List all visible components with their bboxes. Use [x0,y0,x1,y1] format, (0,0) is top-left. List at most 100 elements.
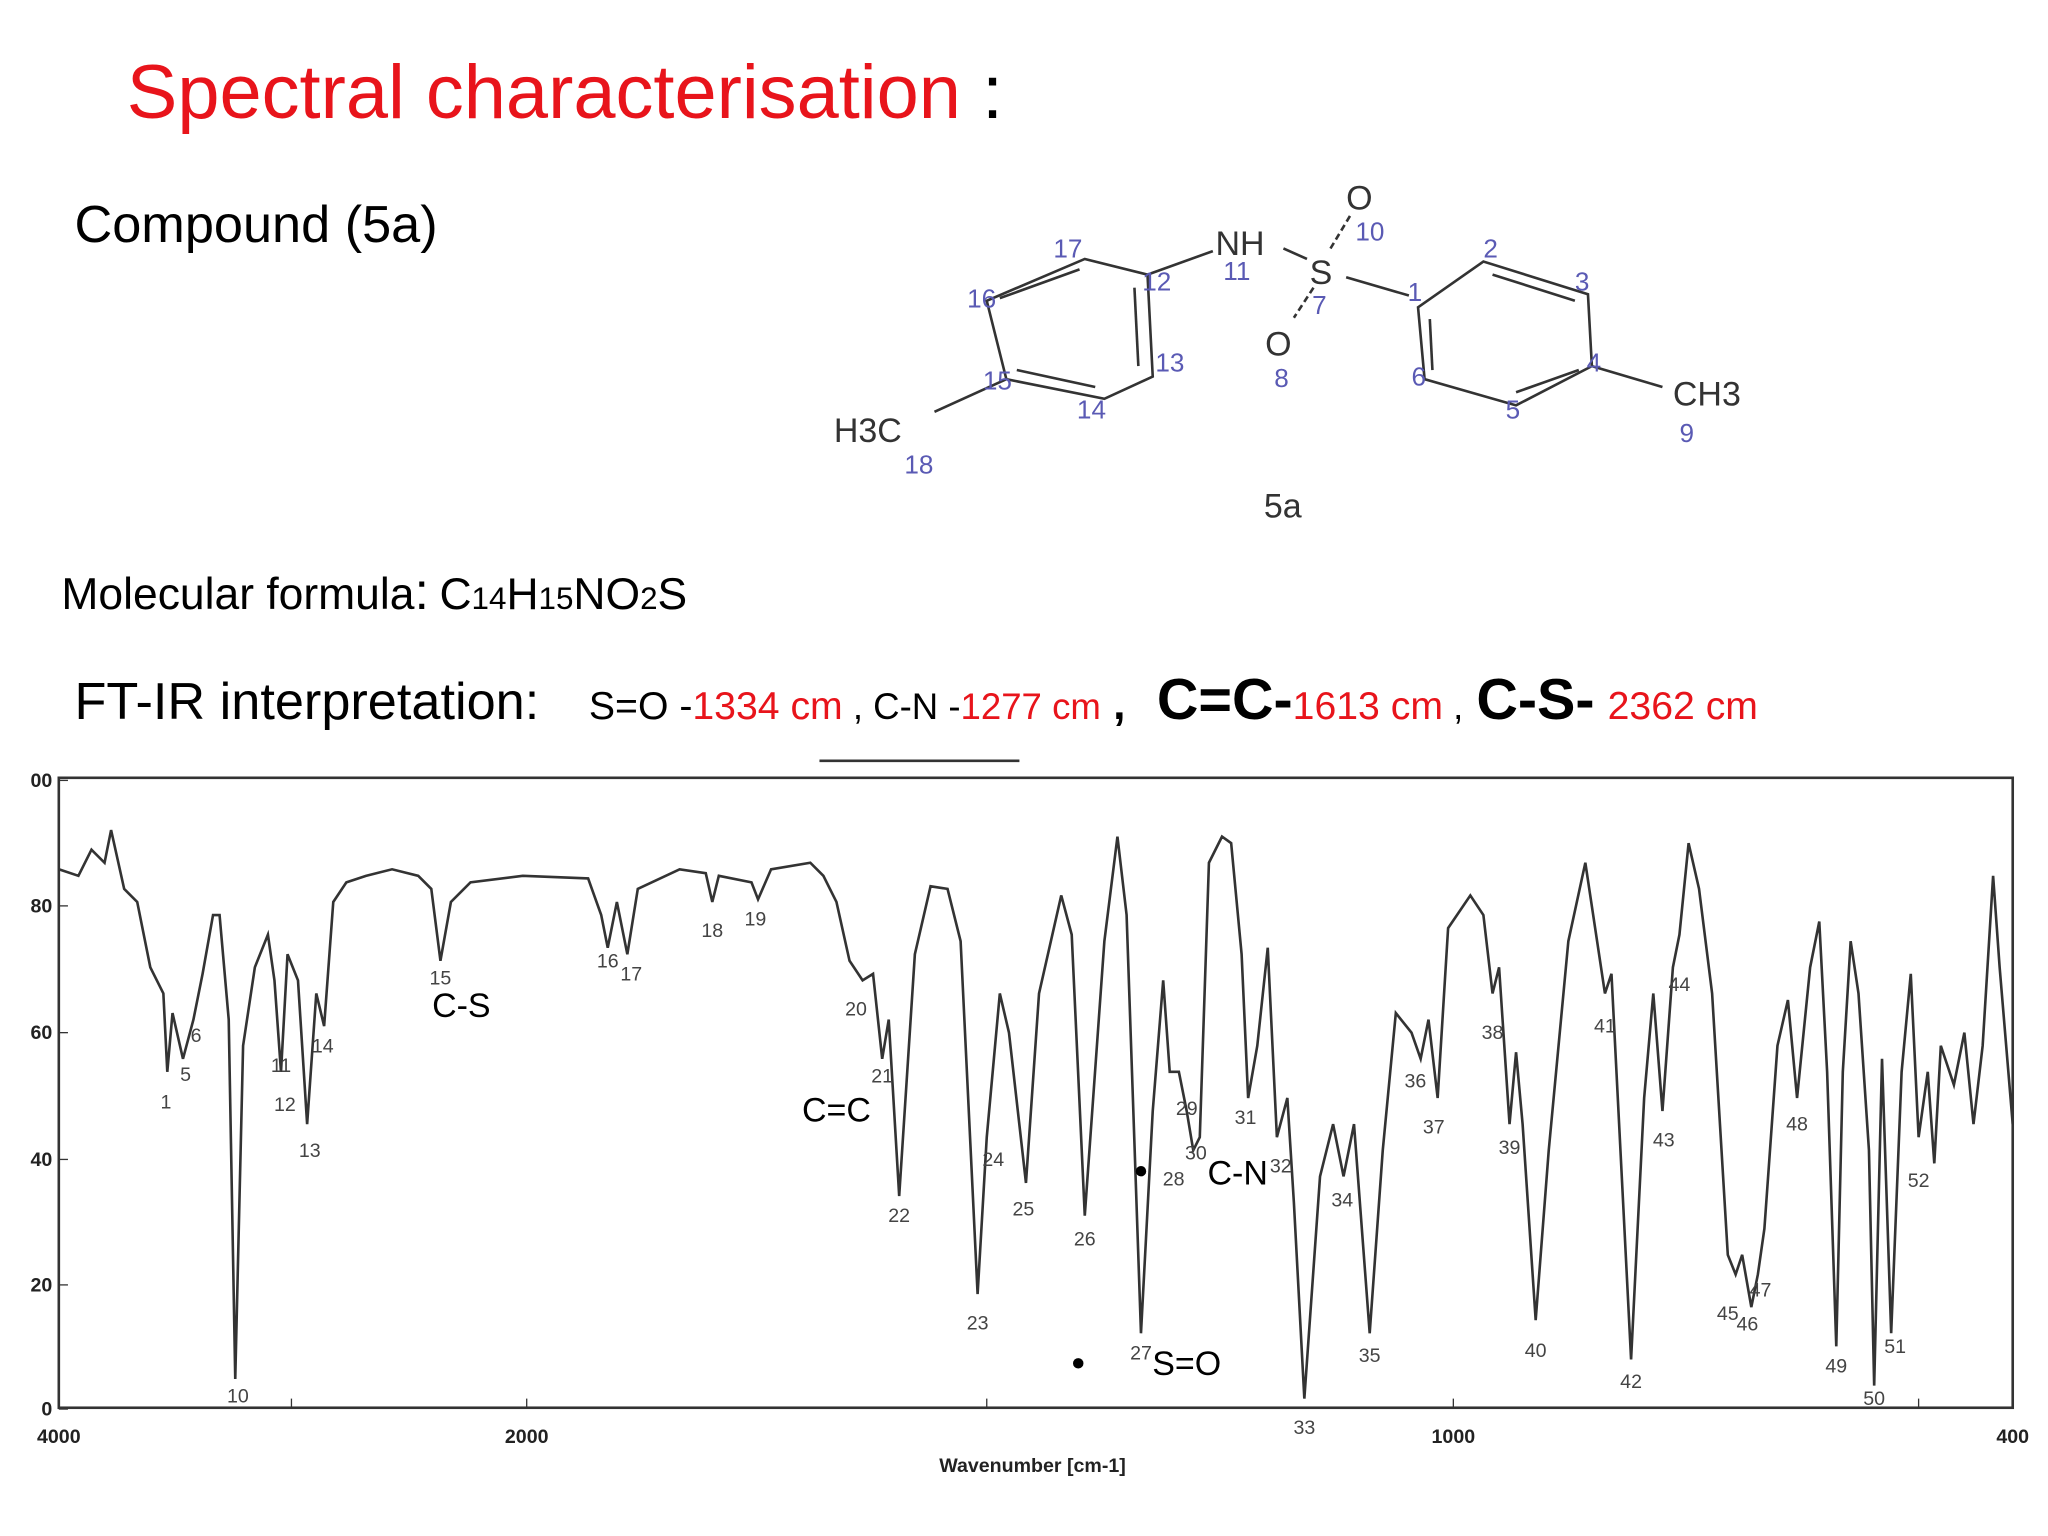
x-tick-label: 400 [1996,1426,2029,1448]
peak-label: 15 [430,967,452,989]
y-tick-label: 80 [30,895,52,917]
atom-number: 15 [983,366,1012,396]
bond [1282,247,1308,261]
atom-label: H3C [834,412,902,450]
atom-number: 9 [1679,418,1694,448]
atom-label: O [1346,179,1372,217]
x-tick-label: 2000 [505,1426,549,1448]
plot-frame [57,776,2015,1410]
formula-part: S [658,570,688,619]
atom-number: 13 [1155,347,1184,377]
atom-number: 4 [1587,347,1602,377]
formula-colon: : [414,563,429,621]
atom-label: CH3 [1673,375,1741,413]
peak-label: 24 [982,1149,1004,1171]
peak-label: 40 [1525,1340,1547,1362]
atom-number: 5 [1506,394,1521,424]
atom-number: 18 [904,449,933,479]
atom-number: 6 [1412,362,1427,392]
spectrum: 00 80 60 40 20 0 4000 2000 1000 400 Wavenumber [cm… [30,770,2029,1477]
y-tick-label: 00 [30,770,52,792]
peak-label: 31 [1235,1107,1257,1129]
ftir-item: C=C- [1157,668,1293,732]
peak-label: 49 [1825,1355,1847,1377]
peak-label: 21 [871,1065,893,1087]
band-annotation: C-S [432,987,491,1025]
x-tick-label: 4000 [37,1426,81,1448]
bond [1016,368,1096,389]
peak-label: 1 [161,1091,172,1113]
atom-number: 1 [1408,277,1423,307]
peak-label: 46 [1737,1314,1759,1336]
peak-label: 20 [845,999,867,1021]
compound-label: Compound (5a) [74,196,437,254]
formula-part: C [439,570,471,619]
peak-label: 12 [274,1094,296,1116]
bond [1147,249,1214,276]
x-axis-title: Wavenumber [cm-1] [939,1455,1126,1477]
peak-label: 33 [1293,1417,1315,1439]
bond [999,268,1080,300]
formula: Molecular formula: C14H15NO2S [61,563,687,621]
peak-label: 29 [1176,1098,1198,1120]
formula-part: NO [573,570,640,619]
ftir-line: FT-IR interpretation: S=O -1334 cm , C-N … [74,668,1757,732]
peak-label: 5 [180,1064,191,1086]
ftir-item: S=O - [589,685,692,728]
atom-label: O [1265,326,1291,364]
peak-label: 48 [1786,1114,1808,1136]
bond [1345,275,1410,297]
peak-label: 26 [1074,1229,1096,1251]
peak-label: 34 [1331,1189,1353,1211]
peak-label: 22 [888,1205,910,1227]
ftir-label: FT-IR interpretation: [74,673,539,731]
formula-sub: 14 [472,581,507,616]
formula-part: H [506,570,538,619]
formula-sub: 15 [539,581,574,616]
peak-label: 52 [1908,1170,1930,1192]
peak-label: 13 [299,1140,321,1162]
ftir-item: , [1443,686,1463,727]
atom-number: 8 [1274,363,1289,393]
atom-label: S [1310,254,1333,292]
ftir-item: C-S- [1476,668,1594,732]
bond [1492,273,1576,303]
peak-label: 45 [1717,1303,1739,1325]
ftir-value: 1277 cm [961,686,1101,727]
peak-label: 41 [1594,1016,1616,1038]
peak-label: 42 [1620,1371,1642,1393]
atom-number: 17 [1053,234,1082,264]
spectrum-curve [58,829,2015,1399]
band-annotation: C-N [1207,1154,1267,1192]
y-tick-label: 40 [30,1149,52,1171]
band-annotation: S=O [1152,1345,1221,1383]
y-tick-label: 60 [30,1022,52,1044]
title: Spectral characterisation : [127,50,1003,135]
band-annotation: C=C [802,1092,871,1130]
peak-label: 11 [271,1055,291,1077]
title-text: Spectral characterisation [127,50,961,135]
peak-label: 30 [1185,1142,1207,1164]
bond [1133,287,1140,367]
bond [1428,318,1434,371]
peak-label: 37 [1423,1116,1445,1138]
peak-label: 35 [1359,1345,1381,1367]
peak-label: 39 [1499,1137,1521,1159]
peak-label: 18 [701,920,723,942]
peak-label: 27 [1130,1342,1152,1364]
ftir-value: 1613 cm [1293,685,1443,728]
y-tick-label: 0 [41,1399,52,1421]
peak-label: 14 [312,1035,334,1057]
peak-label: 25 [1012,1199,1034,1221]
peak-label: 28 [1163,1169,1185,1191]
atom-number: 14 [1077,394,1106,424]
peak-label: 23 [967,1312,989,1334]
atom-number: 3 [1575,266,1590,296]
peak-label: 47 [1750,1280,1772,1302]
ring [1416,260,1594,407]
peak-label: 44 [1669,974,1691,996]
bond [1329,215,1352,250]
y-tick-label: 20 [30,1274,52,1296]
peak-label: 43 [1653,1129,1675,1151]
